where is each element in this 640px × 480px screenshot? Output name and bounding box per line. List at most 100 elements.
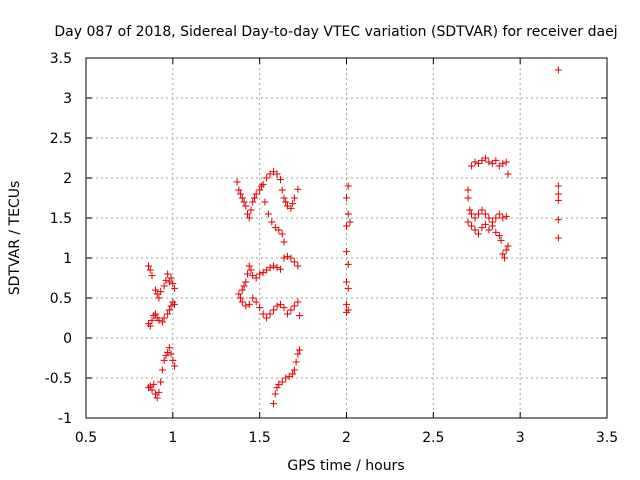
data-point [252,298,260,306]
data-point [296,346,304,354]
data-point [146,266,154,274]
data-point [474,160,482,168]
data-point [151,286,159,294]
x-tick-label: 2.5 [422,430,444,446]
data-point [290,194,298,202]
data-point [464,218,472,226]
y-tick-label: 2 [63,171,72,187]
data-point [278,230,286,238]
data-point [499,250,507,258]
y-axis-label: SDTVAR / TECUs [7,181,23,296]
data-point [151,310,159,318]
data-point [171,284,179,292]
data-point [235,186,243,194]
data-point [160,282,168,290]
data-point [280,194,288,202]
data-point [169,280,177,288]
data-point [296,312,304,320]
data-point [294,298,302,306]
data-point [256,186,264,194]
data-point [160,314,168,322]
x-tick-label: 0.5 [75,430,97,446]
data-point [233,178,241,186]
data-point [167,274,175,282]
data-point [237,294,245,302]
data-point [474,230,482,238]
data-point [481,210,489,218]
data-point [164,348,172,356]
data-point [343,194,350,202]
data-point [289,200,297,208]
data-point [275,226,283,234]
data-point [271,390,279,398]
data-point [502,212,510,220]
grid [86,58,607,418]
plot-frame [85,57,608,419]
data-point [158,318,166,326]
data-point [478,206,486,214]
data-point [501,254,509,262]
data-point [554,190,562,198]
data-point [171,362,179,370]
data-point [256,304,264,312]
data-point [277,176,285,184]
data-point [502,158,510,166]
x-axis-label: GPS time / hours [287,458,404,474]
data-point [169,356,177,364]
x-tick-label: 2 [342,430,351,446]
data-point [270,262,278,270]
data-point [343,278,350,286]
data-point [485,226,493,234]
data-point [146,382,154,390]
data-point [155,316,163,324]
data-point [492,156,500,164]
data-points [145,66,562,408]
data-point [278,378,286,386]
data-point [165,344,173,352]
data-point [244,270,252,278]
data-point [282,374,290,382]
data-point [263,314,271,322]
data-point [238,298,246,306]
data-point [148,386,156,394]
data-point [167,302,175,310]
data-point [261,198,269,206]
data-point [256,270,264,278]
data-point [504,242,512,250]
y-tick-label: 2.5 [50,131,72,147]
data-point [263,174,271,182]
data-point [283,310,291,318]
data-point [259,180,267,188]
data-point [240,282,248,290]
y-tick-label: -1 [58,411,72,427]
data-point [468,222,476,230]
data-point [165,278,173,286]
data-point [554,66,562,74]
data-point [155,388,163,396]
data-point [280,238,288,246]
data-point [499,214,507,222]
data-point [242,278,250,286]
data-point [471,226,479,234]
data-point [471,214,479,222]
data-point [468,210,476,218]
data-point [344,182,352,190]
data-point [485,158,493,166]
data-point [238,194,246,202]
data-point [150,380,158,388]
data-point [270,306,278,314]
data-point [165,306,173,314]
data-point [247,206,255,214]
data-point [273,384,281,392]
data-point [237,190,245,198]
x-tick-label: 1.5 [249,430,271,446]
data-point [270,400,278,408]
data-point [155,294,163,302]
data-point [273,264,281,272]
data-point [502,246,510,254]
data-point [464,194,472,202]
data-point [287,254,295,262]
data-point [287,204,295,212]
